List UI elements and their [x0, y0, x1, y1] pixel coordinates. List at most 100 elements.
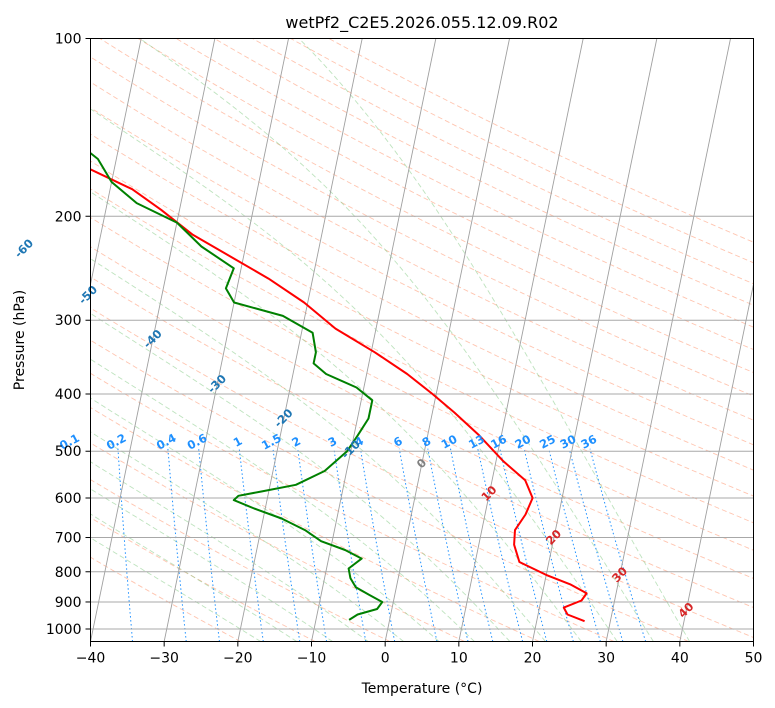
dry-adiabat [90, 133, 754, 471]
isotherm-label: -60 [12, 236, 37, 261]
theta-e-label: 30 [609, 564, 630, 585]
isotherm-line [163, 38, 289, 642]
mixing-ratio-line [450, 448, 494, 642]
mixing-ratio-line [523, 448, 574, 642]
isotherm-line [753, 639, 754, 642]
dewpoint-line [90, 151, 384, 621]
mixing-ratio-label: 1 [231, 434, 245, 450]
mixing-ratio-label: 6 [391, 434, 405, 450]
dry-adiabat [90, 56, 754, 397]
chart-title: wetPf2_C2E5.2026.055.12.09.R02 [285, 13, 558, 33]
x-tick-label: −40 [76, 651, 106, 667]
dry-adiabat [90, 307, 754, 638]
mixing-ratio-line [167, 448, 187, 642]
isotherm-line [0, 39, 68, 642]
mixing-ratio-line [333, 448, 367, 642]
mixing-ratio-label: 10 [439, 432, 460, 452]
isotherm-line [679, 282, 754, 642]
dry-adiabat [252, 38, 754, 285]
x-tick-label: −30 [149, 651, 179, 667]
x-axis: −40 −30 −20 −10 0 10 20 30 40 50 [76, 641, 762, 667]
mixing-ratio-label: 3 [326, 434, 340, 450]
dry-adiabat [90, 107, 754, 446]
isotherm-line [90, 38, 142, 287]
x-tick-label: 30 [597, 651, 615, 667]
x-tick-label: −20 [223, 651, 253, 667]
moist-adiabat [90, 537, 261, 642]
moist-adiabat [90, 312, 511, 642]
isotherm-label: -30 [205, 372, 230, 397]
moist-adiabat [90, 397, 440, 642]
x-tick-label: 20 [524, 651, 542, 667]
y-tick-label: 800 [55, 565, 82, 581]
mixing-ratio-label: 36 [578, 432, 599, 452]
isotherm-line [311, 38, 437, 642]
dry-adiabat [90, 216, 754, 551]
x-tick-label: 10 [450, 651, 468, 667]
dry-adiabat [90, 442, 465, 642]
mixing-ratio-label: 25 [537, 432, 558, 452]
dry-adiabat [90, 479, 391, 642]
moist-adiabat [90, 431, 404, 642]
mixing-ratio-line [477, 448, 524, 642]
dry-adiabat [99, 38, 754, 374]
mixing-ratio-label: 13 [466, 432, 487, 452]
mixing-ratio-line [499, 448, 548, 642]
moist-adiabat [90, 108, 618, 642]
mixing-ratio-line [568, 448, 624, 642]
dry-adiabat [90, 160, 754, 497]
dry-adiabat [290, 38, 754, 264]
dry-adiabat [137, 38, 754, 351]
x-tick-label: 0 [381, 651, 390, 667]
y-axis: 100 200 300 400 500 600 700 800 900 1000 [46, 32, 91, 638]
mixing-ratio-label: 16 [488, 432, 509, 452]
x-axis-label: Temperature (°C) [361, 681, 483, 697]
y-axis-label: Pressure (hPa) [12, 290, 28, 390]
zero-isotherm-label: 0 [414, 456, 430, 472]
mixing-ratio-label: 0.4 [154, 431, 179, 453]
y-tick-label: 700 [55, 531, 82, 547]
sounding-series [90, 151, 588, 623]
y-tick-label: 1000 [46, 622, 82, 638]
dry-adiabat [90, 339, 689, 642]
moist-adiabat [298, 38, 690, 642]
mixing-ratio-line [117, 448, 133, 642]
dry-adiabat [214, 38, 754, 306]
dry-adiabat [328, 38, 754, 243]
mixing-ratio-label: 0.6 [185, 431, 210, 453]
mixing-ratio-line [589, 448, 647, 642]
moist-adiabat [90, 358, 475, 642]
mixing-ratio-label: 20 [512, 432, 533, 452]
y-tick-label: 600 [55, 491, 82, 507]
temperature-line [90, 168, 588, 623]
moist-adiabat [90, 191, 582, 642]
isotherm-line [384, 38, 510, 642]
isotherm-line [237, 38, 363, 642]
y-tick-label: 500 [55, 444, 82, 460]
dry-adiabat [90, 372, 615, 642]
theta-e-label: 40 [675, 599, 696, 620]
isotherm-label: -50 [76, 282, 101, 307]
background-lines [0, 38, 754, 642]
dry-adiabat [90, 81, 754, 421]
moist-adiabat [90, 258, 546, 642]
dry-adiabat [90, 517, 316, 642]
isotherm-line [90, 38, 216, 642]
y-tick-label: 400 [55, 387, 82, 403]
dry-adiabat [175, 38, 754, 328]
x-tick-label: 40 [671, 651, 689, 667]
plot-frame [90, 38, 754, 642]
theta-e-label: 20 [543, 527, 564, 548]
mixing-ratio-label: 30 [558, 432, 579, 452]
dry-adiabat [90, 407, 540, 642]
dry-adiabat [90, 188, 754, 524]
isotherm-label: -20 [271, 406, 296, 431]
y-tick-label: 900 [55, 595, 82, 611]
mixing-ratio-line [427, 448, 469, 642]
mixing-ratio-label: 0.2 [104, 431, 129, 453]
dry-adiabat [90, 246, 754, 579]
moist-adiabat [90, 461, 369, 642]
isotherm-line [458, 38, 584, 642]
mixing-ratio-line [548, 448, 601, 642]
